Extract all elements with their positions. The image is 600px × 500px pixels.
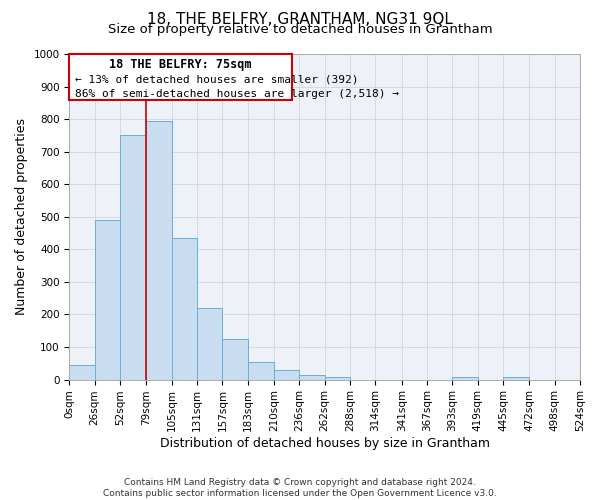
Bar: [248, 362, 274, 380]
Bar: [197, 308, 223, 380]
Bar: [325, 377, 350, 380]
Bar: [70, 365, 95, 380]
Bar: [299, 374, 325, 380]
Bar: [274, 370, 299, 380]
Bar: [146, 120, 172, 380]
Text: Size of property relative to detached houses in Grantham: Size of property relative to detached ho…: [107, 24, 493, 36]
Bar: [95, 220, 120, 380]
Text: Contains HM Land Registry data © Crown copyright and database right 2024.
Contai: Contains HM Land Registry data © Crown c…: [103, 478, 497, 498]
Text: ← 13% of detached houses are smaller (392): ← 13% of detached houses are smaller (39…: [74, 74, 358, 85]
Bar: [70, 54, 292, 100]
Bar: [503, 377, 529, 380]
Text: 18 THE BELFRY: 75sqm: 18 THE BELFRY: 75sqm: [109, 58, 252, 70]
X-axis label: Distribution of detached houses by size in Grantham: Distribution of detached houses by size …: [160, 437, 490, 450]
Text: 86% of semi-detached houses are larger (2,518) →: 86% of semi-detached houses are larger (…: [74, 89, 398, 99]
Bar: [223, 339, 248, 380]
Bar: [120, 136, 146, 380]
Bar: [452, 377, 478, 380]
Y-axis label: Number of detached properties: Number of detached properties: [15, 118, 28, 316]
Bar: [172, 238, 197, 380]
Text: 18, THE BELFRY, GRANTHAM, NG31 9QL: 18, THE BELFRY, GRANTHAM, NG31 9QL: [147, 12, 453, 28]
